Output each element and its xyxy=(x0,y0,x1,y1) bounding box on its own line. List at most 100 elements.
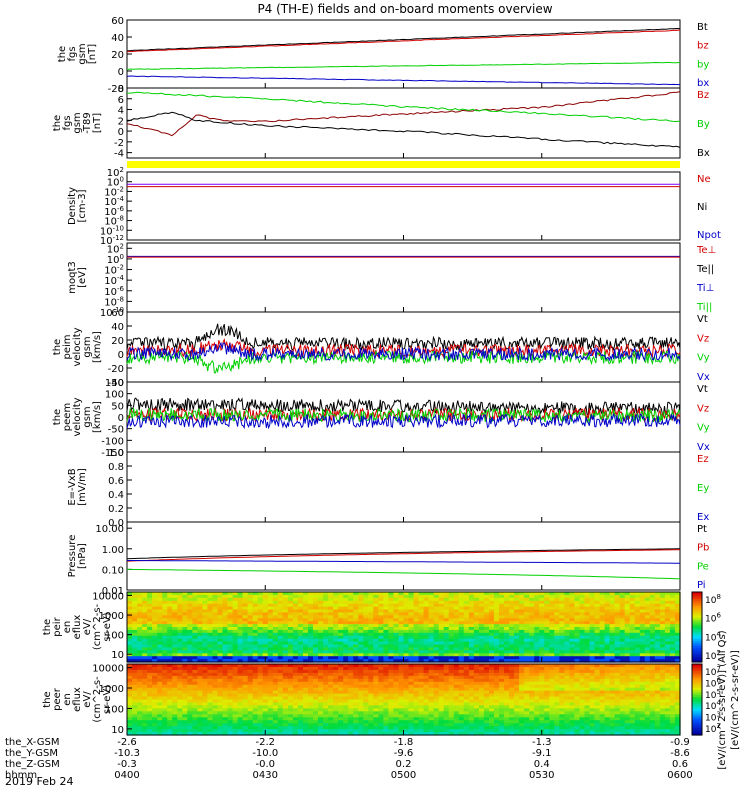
heatmap-cell xyxy=(514,732,520,736)
heatmap-cell xyxy=(494,726,500,730)
heatmap-cell xyxy=(423,714,430,718)
heatmap-cell xyxy=(227,699,234,704)
heatmap-cell xyxy=(177,603,183,608)
heatmap-cell xyxy=(333,693,339,698)
heatmap-cell xyxy=(549,627,555,631)
heatmap-cell xyxy=(353,594,359,599)
heatmap-cell xyxy=(428,635,435,640)
heatmap-cell xyxy=(313,650,319,654)
heatmap-cell xyxy=(303,627,309,631)
heatmap-cell xyxy=(313,638,319,643)
heatmap-cell xyxy=(499,667,505,671)
heatmap-cell xyxy=(247,699,254,704)
heatmap-cell xyxy=(473,650,480,654)
heatmap-cell xyxy=(494,669,500,674)
heatmap-cell xyxy=(348,681,354,686)
heatmap-cell xyxy=(669,641,676,646)
heatmap-cell xyxy=(358,702,364,707)
heatmap-cell xyxy=(323,687,329,692)
heatmap-cell xyxy=(227,690,234,695)
heatmap-cell xyxy=(504,723,510,727)
heatmap-cell xyxy=(197,678,203,683)
heatmap-cell xyxy=(398,624,405,628)
heatmap-cell xyxy=(428,609,435,613)
heatmap-cell xyxy=(212,690,219,695)
heatmap-cell xyxy=(453,641,460,646)
heatmap-cell xyxy=(463,621,470,625)
heatmap-cell xyxy=(187,627,193,631)
heatmap-cell xyxy=(529,681,535,686)
heatmap-cell xyxy=(162,659,168,663)
heatmap-cell xyxy=(373,687,379,692)
heatmap-cell xyxy=(494,672,500,677)
heatmap-cell xyxy=(247,647,254,651)
heatmap-cell xyxy=(468,653,475,657)
heatmap-cell xyxy=(353,687,359,692)
heatmap-cell xyxy=(353,711,359,715)
heatmap-cell xyxy=(584,627,591,631)
heatmap-cell xyxy=(534,693,540,698)
heatmap-cell xyxy=(348,656,354,660)
heatmap-cell xyxy=(132,720,138,724)
heatmap-cell xyxy=(509,687,515,692)
heatmap-cell xyxy=(368,669,374,674)
heatmap-cell xyxy=(649,615,656,619)
heatmap-cell xyxy=(398,723,405,727)
heatmap-cell xyxy=(257,723,264,727)
heatmap-cell xyxy=(619,624,626,628)
panel-frame xyxy=(126,87,681,159)
heatmap-cell xyxy=(659,627,666,631)
heatmap-cell xyxy=(227,618,234,622)
heatmap-cell xyxy=(468,684,475,689)
heatmap-cell xyxy=(358,678,364,683)
heatmap-cell xyxy=(574,612,580,616)
heatmap-cell xyxy=(524,669,530,674)
heatmap-cell xyxy=(383,638,389,643)
heatmap-cell xyxy=(514,632,520,637)
heatmap-cell xyxy=(323,711,329,715)
heatmap-cell xyxy=(282,624,289,628)
heatmap-cell xyxy=(207,635,213,640)
heatmap-cell xyxy=(413,705,420,709)
heatmap-cell xyxy=(358,675,364,680)
heatmap-cell xyxy=(413,723,420,727)
heatmap-cell xyxy=(483,635,490,640)
heatmap-cell xyxy=(559,638,565,643)
heatmap-cell xyxy=(127,627,133,631)
heatmap-cell xyxy=(277,592,284,596)
heatmap-cell xyxy=(659,629,666,634)
heatmap-cell xyxy=(368,696,374,701)
heatmap-cell xyxy=(599,606,606,611)
heatmap-cell xyxy=(152,729,158,733)
heatmap-cell xyxy=(504,629,510,634)
heatmap-cell xyxy=(539,606,545,611)
series-vx-line xyxy=(126,341,681,362)
heatmap-cell xyxy=(338,711,344,715)
heatmap-cell xyxy=(453,603,460,608)
heatmap-cell xyxy=(142,606,148,611)
heatmap-cell xyxy=(127,618,133,622)
heatmap-cell xyxy=(604,656,611,660)
heatmap-cell xyxy=(383,729,389,733)
heatmap-cell xyxy=(222,597,229,602)
heatmap-cell xyxy=(287,627,294,631)
heatmap-cell xyxy=(514,638,520,643)
heatmap-cell xyxy=(458,708,465,712)
heatmap-cell xyxy=(147,708,153,712)
legend-entry: Ey xyxy=(697,483,709,494)
heatmap-cell xyxy=(308,667,314,671)
heatmap-cell xyxy=(473,629,480,634)
heatmap-cell xyxy=(137,627,143,631)
heatmap-cell xyxy=(242,618,249,622)
heatmap-cell xyxy=(534,638,540,643)
heatmap-cell xyxy=(343,624,349,628)
heatmap-cell xyxy=(167,606,173,611)
heatmap-cell xyxy=(262,594,269,599)
colorbar-segment xyxy=(692,603,702,607)
heatmap-cell xyxy=(343,606,349,611)
heatmap-cell xyxy=(473,656,480,660)
heatmap-cell xyxy=(297,675,304,680)
heatmap-cell xyxy=(162,612,168,616)
heatmap-cell xyxy=(403,632,410,637)
heatmap-cell xyxy=(132,644,138,648)
